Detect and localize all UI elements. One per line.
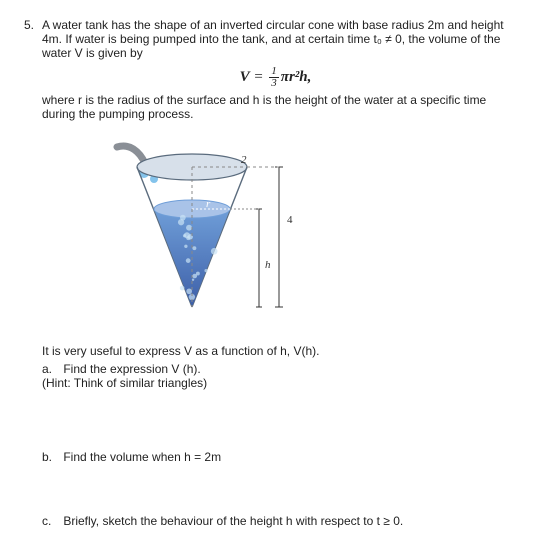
part-c-text: Briefly, sketch the behaviour of the hei… — [63, 514, 403, 528]
part-c: c. Briefly, sketch the behaviour of the … — [42, 514, 509, 528]
cone-svg: 2 r 4 h — [82, 137, 342, 327]
volume-formula: V = 13πr²h, — [42, 66, 509, 89]
question-number: 5. — [24, 18, 42, 528]
svg-text:h: h — [265, 259, 271, 271]
part-a-label: a. — [42, 362, 60, 376]
useful-line: It is very useful to express V as a func… — [42, 344, 509, 358]
part-c-label: c. — [42, 514, 60, 528]
frac-den: 3 — [269, 78, 279, 89]
question-body: A water tank has the shape of an inverte… — [42, 18, 509, 528]
formula-eq: = — [250, 69, 268, 85]
formula-fraction: 13 — [269, 66, 279, 89]
svg-text:2: 2 — [241, 154, 247, 166]
cone-diagram: 2 r 4 h — [82, 137, 509, 330]
part-a: a. Find the expression V (h). — [42, 362, 509, 376]
svg-text:r: r — [206, 198, 211, 210]
formula-lhs: V — [240, 69, 250, 85]
part-a-text: Find the expression V (h). — [63, 362, 200, 376]
question-intro: A water tank has the shape of an inverte… — [42, 18, 509, 60]
svg-text:4: 4 — [287, 214, 293, 226]
question-after-formula: where r is the radius of the surface and… — [42, 93, 509, 121]
part-b-label: b. — [42, 450, 60, 464]
hint-text: (Hint: Think of similar triangles) — [42, 376, 509, 390]
part-b-text: Find the volume when h = 2m — [63, 450, 221, 464]
question-row: 5. A water tank has the shape of an inve… — [24, 18, 509, 528]
formula-rhs: πr²h, — [281, 69, 312, 85]
part-b: b. Find the volume when h = 2m — [42, 450, 509, 464]
